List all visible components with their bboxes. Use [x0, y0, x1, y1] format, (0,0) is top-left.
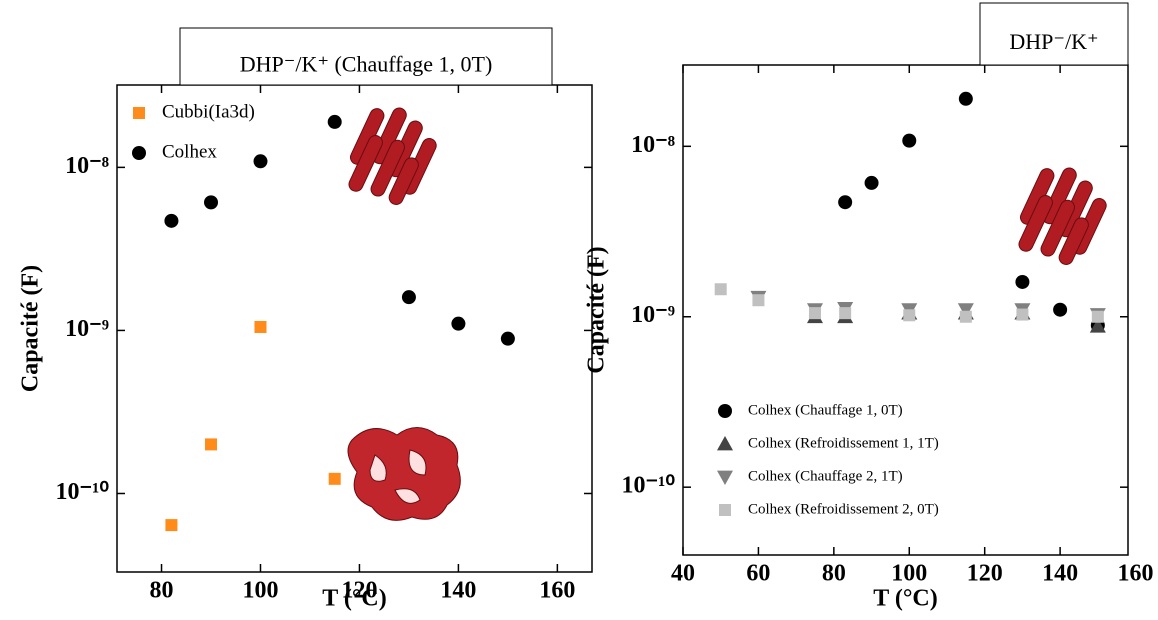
legend-marker	[717, 436, 733, 451]
point	[838, 195, 853, 210]
legend-label: Colhex (Chauffage 2, 1T)	[748, 468, 903, 484]
x-tick-label: 60	[746, 561, 770, 587]
y-tick-label: 10⁻¹⁰	[622, 473, 676, 499]
point	[401, 290, 416, 305]
title-box	[979, 2, 1129, 66]
point	[902, 133, 917, 148]
y-tick-label: 10⁻⁸	[65, 153, 109, 179]
chart-title: DHP⁻/K⁺	[1009, 29, 1098, 54]
point	[253, 154, 268, 169]
x-axis-label: T (°C)	[322, 586, 387, 612]
point	[1089, 318, 1106, 333]
point	[958, 91, 973, 106]
x-axis-label: T (°C)	[873, 586, 938, 612]
point	[1015, 274, 1030, 289]
legend-marker	[719, 504, 731, 516]
y-tick-label: 10⁻⁸	[631, 132, 675, 158]
legend-label: Colhex (Refroidissement 2, 0T)	[748, 501, 939, 517]
point	[500, 331, 515, 346]
point	[205, 438, 218, 451]
x-tick-label: 120	[341, 578, 377, 604]
point	[1091, 310, 1104, 323]
title-box	[179, 27, 553, 86]
point	[752, 294, 765, 307]
point	[451, 316, 466, 331]
point	[959, 310, 972, 323]
x-tick-label: 140	[440, 578, 476, 604]
x-tick-label: 160	[539, 578, 575, 604]
point	[164, 213, 179, 228]
legend-label: Cubbi(Ia3d)	[162, 101, 255, 122]
point	[1053, 302, 1068, 317]
y-tick-label: 10⁻⁹	[631, 302, 675, 328]
point	[903, 309, 916, 322]
x-tick-label: 100	[242, 578, 278, 604]
point	[957, 303, 974, 318]
y-tick-label: 10⁻⁹	[65, 316, 109, 342]
legend-marker	[718, 404, 732, 418]
y-axis-label: Capacité (F)	[18, 265, 44, 392]
legend-marker	[717, 470, 733, 485]
point	[714, 283, 727, 296]
point	[327, 114, 342, 129]
legend-marker	[132, 146, 146, 160]
x-tick-label: 120	[967, 561, 1003, 587]
legend-label: Colhex	[162, 141, 217, 162]
x-tick-label: 160	[1118, 561, 1154, 587]
point	[254, 320, 267, 333]
point	[839, 307, 852, 320]
x-tick-label: 100	[891, 561, 927, 587]
plot-frame	[682, 64, 1129, 556]
x-tick-label: 40	[671, 561, 695, 587]
point	[864, 175, 879, 190]
gyroid-illustration	[347, 427, 461, 521]
x-tick-label: 140	[1042, 561, 1078, 587]
point	[165, 519, 178, 532]
point	[1016, 308, 1029, 321]
legend-label: Colhex (Refroidissement 1, 1T)	[748, 435, 939, 451]
cylinder-illustration	[348, 107, 1107, 265]
chart-title: DHP⁻/K⁺ (Chauffage 1, 0T)	[240, 52, 493, 77]
point	[328, 472, 341, 485]
y-axis-label: Capacité (F)	[584, 246, 610, 373]
y-tick-label: 10⁻¹⁰	[56, 479, 110, 505]
point	[808, 307, 821, 320]
point	[204, 195, 219, 210]
x-tick-label: 80	[822, 561, 846, 587]
x-tick-label: 80	[150, 578, 174, 604]
legend-label: Colhex (Chauffage 1, 0T)	[748, 402, 903, 418]
legend-marker	[133, 107, 145, 119]
